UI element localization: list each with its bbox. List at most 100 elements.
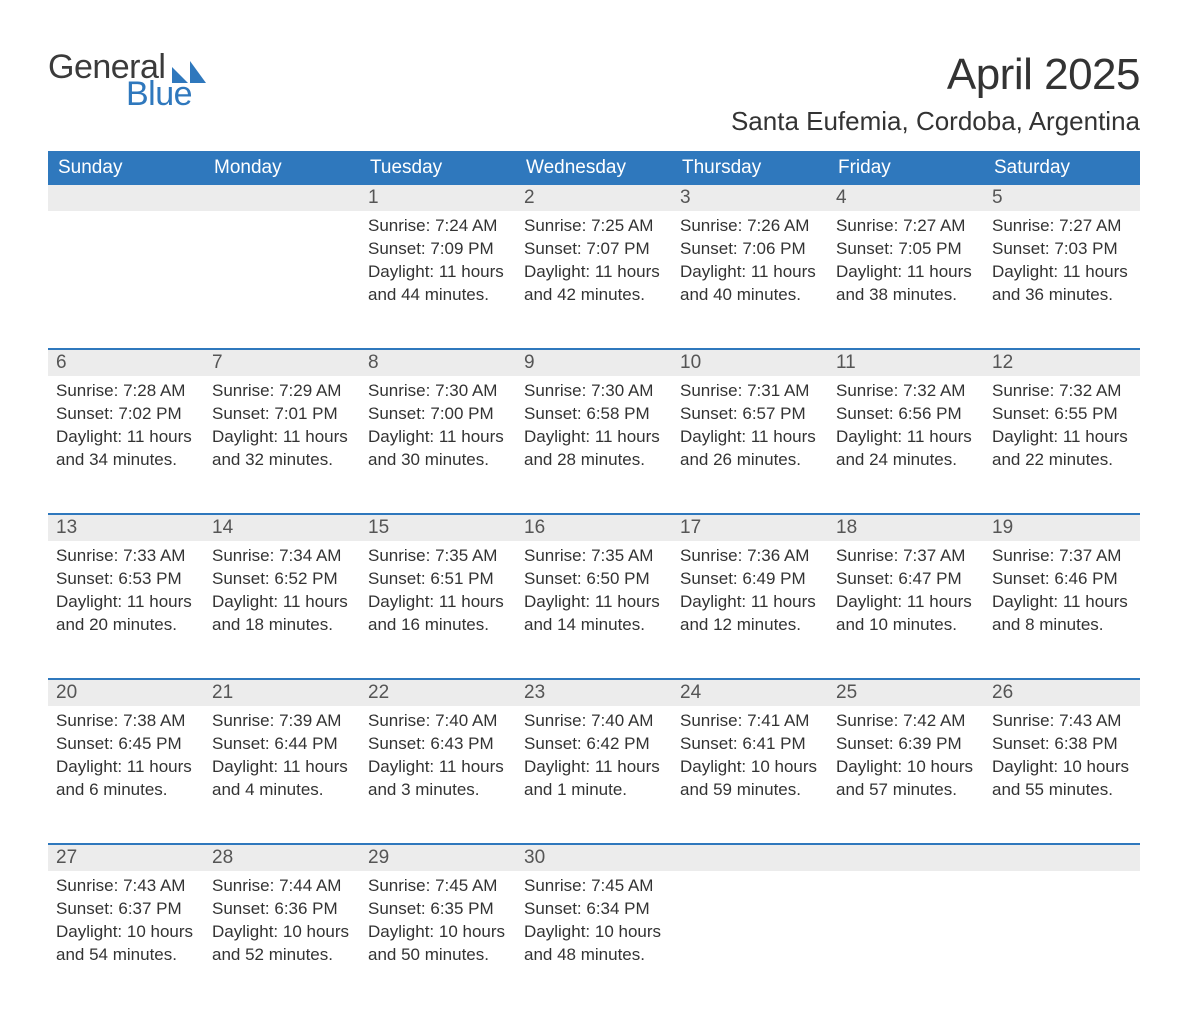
day-header: Sunday bbox=[48, 151, 204, 185]
sunrise-line: Sunrise: 7:27 AM bbox=[836, 215, 976, 238]
sunrise-line: Sunrise: 7:27 AM bbox=[992, 215, 1132, 238]
day-number-cell: 29 bbox=[360, 844, 516, 871]
sunset-line: Sunset: 6:39 PM bbox=[836, 733, 976, 756]
sunset-line: Sunset: 6:34 PM bbox=[524, 898, 664, 921]
daylight-line: Daylight: 11 hours and 20 minutes. bbox=[56, 591, 196, 637]
day-number-cell: 30 bbox=[516, 844, 672, 871]
day-details: Sunrise: 7:27 AMSunset: 7:03 PMDaylight:… bbox=[984, 211, 1140, 307]
day-number-cell: 13 bbox=[48, 514, 204, 541]
sunset-line: Sunset: 6:52 PM bbox=[212, 568, 352, 591]
day-body-cell: Sunrise: 7:45 AMSunset: 6:35 PMDaylight:… bbox=[360, 871, 516, 1009]
sunset-line: Sunset: 7:05 PM bbox=[836, 238, 976, 261]
sunset-line: Sunset: 7:01 PM bbox=[212, 403, 352, 426]
sunset-line: Sunset: 6:44 PM bbox=[212, 733, 352, 756]
day-number-cell: 6 bbox=[48, 349, 204, 376]
day-body-cell: Sunrise: 7:26 AMSunset: 7:06 PMDaylight:… bbox=[672, 211, 828, 349]
sunset-line: Sunset: 6:49 PM bbox=[680, 568, 820, 591]
day-body-cell: Sunrise: 7:35 AMSunset: 6:51 PMDaylight:… bbox=[360, 541, 516, 679]
day-body-cell bbox=[828, 871, 984, 1009]
daylight-line: Daylight: 11 hours and 36 minutes. bbox=[992, 261, 1132, 307]
daylight-line: Daylight: 11 hours and 28 minutes. bbox=[524, 426, 664, 472]
day-header-row: SundayMondayTuesdayWednesdayThursdayFrid… bbox=[48, 151, 1140, 185]
daylight-line: Daylight: 11 hours and 12 minutes. bbox=[680, 591, 820, 637]
title-block: April 2025 Santa Eufemia, Cordoba, Argen… bbox=[731, 50, 1140, 137]
day-header: Wednesday bbox=[516, 151, 672, 185]
day-number-cell: 15 bbox=[360, 514, 516, 541]
day-details: Sunrise: 7:40 AMSunset: 6:43 PMDaylight:… bbox=[360, 706, 516, 802]
sunset-line: Sunset: 6:51 PM bbox=[368, 568, 508, 591]
day-body-cell: Sunrise: 7:27 AMSunset: 7:05 PMDaylight:… bbox=[828, 211, 984, 349]
sunrise-line: Sunrise: 7:32 AM bbox=[836, 380, 976, 403]
sunrise-line: Sunrise: 7:35 AM bbox=[368, 545, 508, 568]
day-number-cell bbox=[672, 844, 828, 871]
daylight-line: Daylight: 10 hours and 50 minutes. bbox=[368, 921, 508, 967]
sunrise-line: Sunrise: 7:40 AM bbox=[524, 710, 664, 733]
daylight-line: Daylight: 10 hours and 55 minutes. bbox=[992, 756, 1132, 802]
daylight-line: Daylight: 10 hours and 48 minutes. bbox=[524, 921, 664, 967]
sunrise-line: Sunrise: 7:45 AM bbox=[524, 875, 664, 898]
day-number-cell: 28 bbox=[204, 844, 360, 871]
day-body-cell: Sunrise: 7:43 AMSunset: 6:37 PMDaylight:… bbox=[48, 871, 204, 1009]
daylight-line: Daylight: 11 hours and 18 minutes. bbox=[212, 591, 352, 637]
sunset-line: Sunset: 7:02 PM bbox=[56, 403, 196, 426]
day-body-cell: Sunrise: 7:25 AMSunset: 7:07 PMDaylight:… bbox=[516, 211, 672, 349]
day-body-cell: Sunrise: 7:39 AMSunset: 6:44 PMDaylight:… bbox=[204, 706, 360, 844]
sunrise-line: Sunrise: 7:31 AM bbox=[680, 380, 820, 403]
day-details: Sunrise: 7:25 AMSunset: 7:07 PMDaylight:… bbox=[516, 211, 672, 307]
daylight-line: Daylight: 11 hours and 4 minutes. bbox=[212, 756, 352, 802]
sunset-line: Sunset: 7:09 PM bbox=[368, 238, 508, 261]
day-number-cell: 22 bbox=[360, 679, 516, 706]
sunset-line: Sunset: 6:35 PM bbox=[368, 898, 508, 921]
day-body-cell bbox=[48, 211, 204, 349]
day-body-cell: Sunrise: 7:40 AMSunset: 6:43 PMDaylight:… bbox=[360, 706, 516, 844]
day-number-cell: 23 bbox=[516, 679, 672, 706]
day-body-cell bbox=[984, 871, 1140, 1009]
daylight-line: Daylight: 11 hours and 42 minutes. bbox=[524, 261, 664, 307]
day-body-cell: Sunrise: 7:24 AMSunset: 7:09 PMDaylight:… bbox=[360, 211, 516, 349]
daylight-line: Daylight: 11 hours and 44 minutes. bbox=[368, 261, 508, 307]
day-body-cell: Sunrise: 7:31 AMSunset: 6:57 PMDaylight:… bbox=[672, 376, 828, 514]
day-details: Sunrise: 7:32 AMSunset: 6:56 PMDaylight:… bbox=[828, 376, 984, 472]
daynum-row: 20212223242526 bbox=[48, 679, 1140, 706]
day-body-cell: Sunrise: 7:30 AMSunset: 6:58 PMDaylight:… bbox=[516, 376, 672, 514]
day-details: Sunrise: 7:26 AMSunset: 7:06 PMDaylight:… bbox=[672, 211, 828, 307]
day-number-cell: 1 bbox=[360, 185, 516, 211]
sunset-line: Sunset: 6:45 PM bbox=[56, 733, 196, 756]
daybody-row: Sunrise: 7:24 AMSunset: 7:09 PMDaylight:… bbox=[48, 211, 1140, 349]
daylight-line: Daylight: 11 hours and 1 minute. bbox=[524, 756, 664, 802]
sunrise-line: Sunrise: 7:28 AM bbox=[56, 380, 196, 403]
day-details: Sunrise: 7:43 AMSunset: 6:37 PMDaylight:… bbox=[48, 871, 204, 967]
day-details: Sunrise: 7:41 AMSunset: 6:41 PMDaylight:… bbox=[672, 706, 828, 802]
daylight-line: Daylight: 10 hours and 54 minutes. bbox=[56, 921, 196, 967]
day-number-cell: 16 bbox=[516, 514, 672, 541]
sunrise-line: Sunrise: 7:30 AM bbox=[524, 380, 664, 403]
daylight-line: Daylight: 11 hours and 40 minutes. bbox=[680, 261, 820, 307]
sunrise-line: Sunrise: 7:34 AM bbox=[212, 545, 352, 568]
day-body-cell: Sunrise: 7:27 AMSunset: 7:03 PMDaylight:… bbox=[984, 211, 1140, 349]
day-body-cell: Sunrise: 7:38 AMSunset: 6:45 PMDaylight:… bbox=[48, 706, 204, 844]
day-details: Sunrise: 7:40 AMSunset: 6:42 PMDaylight:… bbox=[516, 706, 672, 802]
day-body-cell: Sunrise: 7:40 AMSunset: 6:42 PMDaylight:… bbox=[516, 706, 672, 844]
day-number-cell: 17 bbox=[672, 514, 828, 541]
sunset-line: Sunset: 7:03 PM bbox=[992, 238, 1132, 261]
day-header: Thursday bbox=[672, 151, 828, 185]
day-number-cell: 8 bbox=[360, 349, 516, 376]
daylight-line: Daylight: 11 hours and 32 minutes. bbox=[212, 426, 352, 472]
sunset-line: Sunset: 6:46 PM bbox=[992, 568, 1132, 591]
day-details: Sunrise: 7:45 AMSunset: 6:35 PMDaylight:… bbox=[360, 871, 516, 967]
day-number-cell: 14 bbox=[204, 514, 360, 541]
day-body-cell: Sunrise: 7:37 AMSunset: 6:47 PMDaylight:… bbox=[828, 541, 984, 679]
daylight-line: Daylight: 11 hours and 24 minutes. bbox=[836, 426, 976, 472]
day-body-cell: Sunrise: 7:36 AMSunset: 6:49 PMDaylight:… bbox=[672, 541, 828, 679]
sunrise-line: Sunrise: 7:26 AM bbox=[680, 215, 820, 238]
day-body-cell: Sunrise: 7:30 AMSunset: 7:00 PMDaylight:… bbox=[360, 376, 516, 514]
day-details: Sunrise: 7:31 AMSunset: 6:57 PMDaylight:… bbox=[672, 376, 828, 472]
day-number-cell bbox=[984, 844, 1140, 871]
daylight-line: Daylight: 11 hours and 14 minutes. bbox=[524, 591, 664, 637]
day-number-cell: 9 bbox=[516, 349, 672, 376]
sunrise-line: Sunrise: 7:42 AM bbox=[836, 710, 976, 733]
day-header: Monday bbox=[204, 151, 360, 185]
daylight-line: Daylight: 11 hours and 22 minutes. bbox=[992, 426, 1132, 472]
daylight-line: Daylight: 11 hours and 3 minutes. bbox=[368, 756, 508, 802]
sunrise-line: Sunrise: 7:44 AM bbox=[212, 875, 352, 898]
